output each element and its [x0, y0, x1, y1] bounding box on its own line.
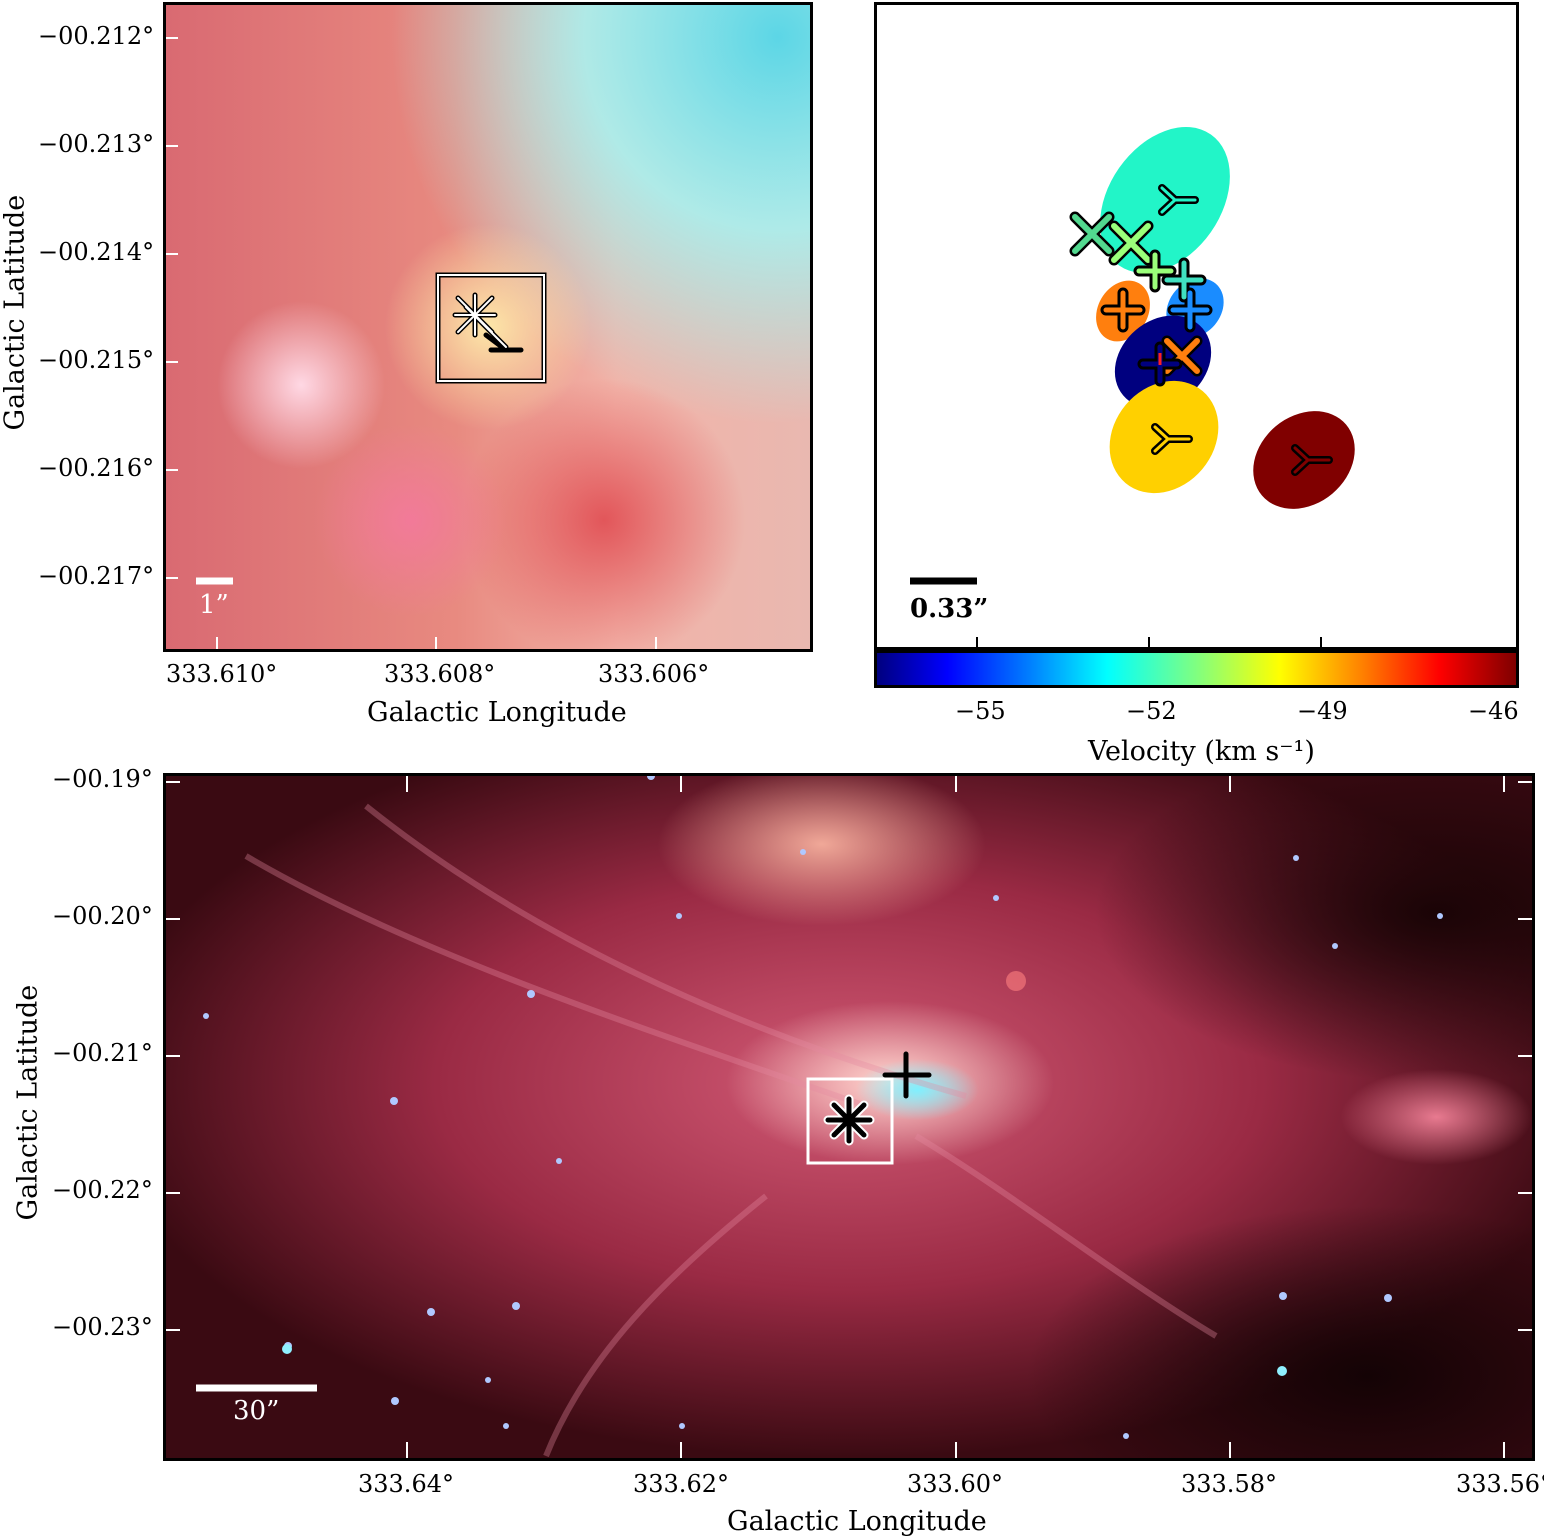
y-tick-label: −00.217°	[38, 562, 155, 590]
y-tick-label: −00.19°	[52, 765, 153, 793]
scale-bar-label: 1”	[199, 590, 229, 620]
colorbar-tick: −52	[1126, 697, 1177, 725]
zoom-image	[166, 5, 810, 649]
plus-marker	[882, 1051, 932, 1099]
y-tick-label: −00.214°	[38, 238, 155, 266]
colorbar-tick: −46	[1468, 697, 1519, 725]
x-tick-label: 333.62°	[633, 1470, 729, 1498]
colorbar-tick: −49	[1297, 697, 1348, 725]
velocity-marker-panel: 0.33”	[874, 2, 1519, 650]
x-axis-label: Galactic Longitude	[367, 697, 627, 728]
y-axis-label: Galactic Latitude	[12, 984, 44, 1221]
wide-field-image-panel: 30”	[163, 773, 1535, 1461]
x-tick-label: 333.60°	[907, 1470, 1003, 1498]
x-axis-label: Galactic Longitude	[727, 1506, 987, 1537]
colorbar-tick: −55	[955, 697, 1006, 725]
asterisk-marker	[825, 1096, 873, 1144]
x-tick-label: 333.56°	[1456, 1470, 1544, 1498]
region-box	[806, 1077, 894, 1165]
scale-bar-label: 30”	[233, 1396, 280, 1426]
scale-bar-label: 0.33”	[910, 594, 989, 624]
y-tick-label: −00.20°	[52, 902, 153, 930]
tick-marks	[166, 776, 1532, 1458]
y-axis-label: Galactic Latitude	[0, 194, 31, 431]
x-tick-label: 333.610°	[166, 660, 278, 688]
y-tick-label: −00.22°	[52, 1176, 153, 1204]
x-tick-label: 333.64°	[358, 1470, 454, 1498]
y-tick-label: −00.215°	[38, 346, 155, 374]
y-tick-label: −00.21°	[52, 1039, 153, 1067]
y-tick-label: −00.213°	[38, 130, 155, 158]
x-tick-label: 333.606°	[598, 660, 710, 688]
colorbar-label: Velocity (km s⁻¹)	[1088, 736, 1315, 767]
velocity-colorbar	[874, 650, 1519, 688]
stars	[203, 776, 1443, 1439]
y-tick-label: −00.212°	[38, 22, 155, 50]
x-tick-label: 333.608°	[384, 660, 496, 688]
x-tick-label: 333.58°	[1181, 1470, 1277, 1498]
tick-marks	[976, 637, 1322, 647]
velocity-markers	[910, 127, 1355, 647]
tick-marks	[166, 37, 657, 649]
wide-field-image	[166, 776, 1532, 1458]
y-tick-label: −00.216°	[38, 454, 155, 482]
y-tick-label: −00.23°	[52, 1313, 153, 1341]
zoom-image-panel: 1”	[163, 2, 813, 652]
